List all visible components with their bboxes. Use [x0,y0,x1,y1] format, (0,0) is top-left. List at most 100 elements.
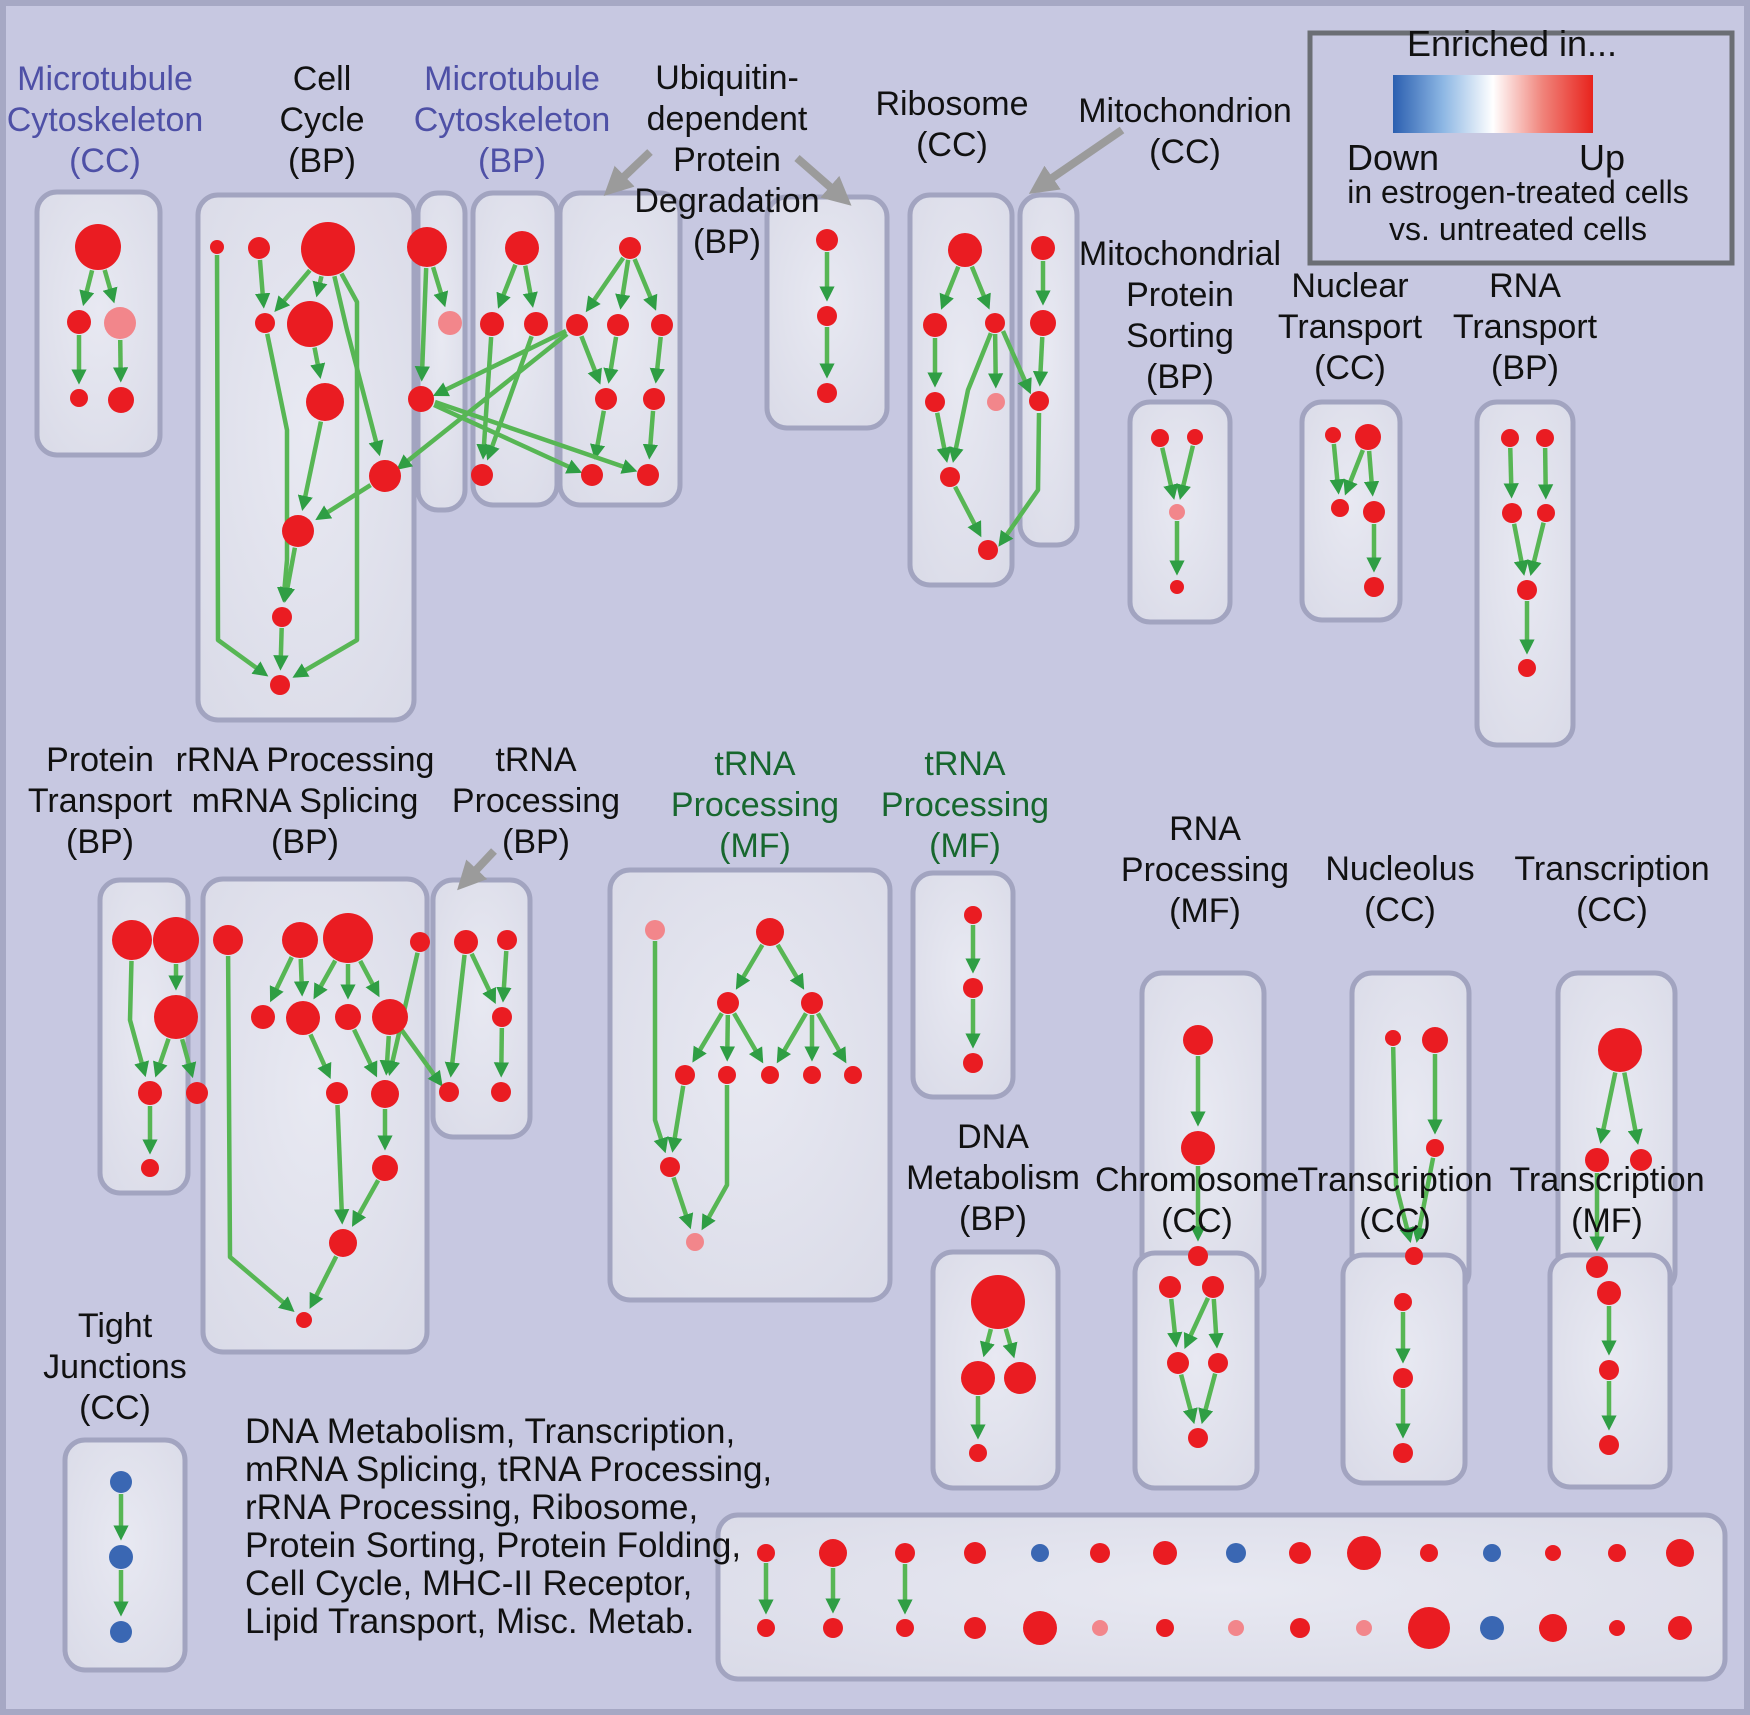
annotation-line: rRNA Processing, Ribosome, [245,1488,698,1527]
edge-cell-cycle [273,627,289,671]
go-term-node-ribosome-3 [925,392,945,412]
cluster-label-transcription-mf: Transcription (MF) [1509,1161,1704,1240]
go-term-node-protein-transport-4 [186,1082,208,1104]
go-term-node-misc-bottom-8 [1290,1618,1310,1638]
go-term-node-rrna-mrna-9 [371,1080,399,1108]
go-term-node-trna-processing-bp-3 [439,1082,459,1102]
legend-title: Enriched in... [1407,23,1617,64]
go-term-node-ubiquitin-degradation-6 [581,464,603,486]
go-term-node-misc-bottom-14 [1668,1616,1692,1640]
edge-transcription-cc-upper [1596,1072,1618,1144]
cluster-label-transcription-cc-lower: Transcription (CC) [1297,1161,1492,1240]
edge-ribosome [969,265,991,310]
edge-trna-processing-mf-1 [735,943,765,990]
cluster-label-microtubule-bp: Microtubule Cytoskeleton (BP) [414,60,611,180]
cluster-label-line: Processing [671,786,839,824]
edge-mito-protein-sorting [1176,445,1196,500]
cluster-box-dna-metabolism [930,1249,1061,1491]
go-term-node-trna-processing-mf-1-10 [686,1233,704,1251]
cluster-label-tight-junctions: Tight Junctions (CC) [43,1307,187,1427]
edge-rna-transport [1526,522,1546,577]
go-term-node-chromosome-2 [1167,1352,1189,1374]
edge-microtubule-cc [102,269,118,304]
cluster-label-line: mRNA Splicing [192,782,419,820]
cluster-box-nucleolus [1349,970,1472,1295]
cluster-label-line: (BP) [478,142,546,180]
legend-up-label: Up [1579,137,1625,178]
edge-ubiquitin-degradation [603,336,619,384]
go-term-node-ribosome-0 [948,233,982,267]
go-term-node-nuclear-transport-1 [1355,424,1381,450]
edge-trna-processing-mf-1 [667,1085,686,1153]
go-term-node-transcription-cc-lower-0 [1394,1293,1412,1311]
cluster-label-line: DNA [957,1118,1029,1156]
cluster-label-line: Cytoskeleton [7,101,204,139]
go-term-node-transcription-cc-lower-2 [1393,1443,1413,1463]
edge-nucleolus [1390,1046,1415,1244]
label-pointer-arrow-2 [1028,126,1125,194]
edge-trna-processing-bp [444,954,467,1078]
edge-trna-processing-mf-1 [732,1012,764,1064]
go-term-node-trna-processing-mf-1-6 [761,1066,779,1084]
cluster-box-ribosome [907,192,1015,588]
go-term-node-ubiquitin-degradation-7 [637,464,659,486]
cluster-label-line: Junctions [43,1348,187,1386]
go-term-node-microtubule-bp-2 [524,312,548,336]
annotation-line: DNA Metabolism, Transcription, [245,1412,735,1451]
go-term-node-ribosome-1 [923,313,947,337]
cluster-label-chromosome: Chromosome (CC) [1095,1161,1299,1240]
cluster-label-line: Processing [1121,851,1289,889]
edge-chromosome [1183,1296,1211,1350]
cluster-box-microtubule-cc [34,189,163,458]
edge-cell-cycle [265,333,293,603]
edge-rrna-mrna [358,959,380,998]
cluster-label-line: Sorting [1126,317,1234,355]
go-term-node-misc-bottom-9 [1356,1620,1372,1636]
go-term-node-microtubule-cc-4 [108,387,134,413]
annotation-line: Protein Sorting, Protein Folding, [245,1526,741,1565]
go-term-node-rna-transport-2 [1502,503,1522,523]
go-term-node-ubiquitin-degradation-0 [619,237,641,259]
go-term-node-trna-processing-mf-2-1 [963,978,983,998]
cluster-label-line: Transport [1278,308,1423,346]
go-term-node-cell-cycle-5 [306,383,344,421]
go-term-node-trna-processing-mf-1-5 [718,1066,736,1084]
go-term-node-ribosome-6 [978,540,998,560]
go-term-node-ubiquitin-degradation-2 [607,314,629,336]
edge-mitochondrion [1032,336,1049,387]
cross-edge-6 [396,1023,443,1087]
cross-edge-4 [1000,330,1032,395]
edge-chromosome [1198,1373,1218,1425]
cluster-label-rrna-mrna: rRNA Processing mRNA Splicing (BP) [176,741,435,861]
label-pointer-arrow-0 [603,149,653,196]
go-term-node-tight-junctions-1 [109,1545,133,1569]
cluster-label-ubiquitin-degradation: Ubiquitin-dependent Protein Degradation (BP… [634,59,819,261]
go-term-node-mitochondrion-0 [1031,236,1055,260]
annotation-line: mRNA Splicing, tRNA Processing, [245,1450,772,1489]
labels-layer: Microtubule Cytoskeleton (CC)Cell Cycle (BP)… [7,59,1710,1427]
go-term-node-trna-processing-mf-1-8 [844,1066,862,1084]
cluster-label-cell-cycle: Cell Cycle (BP) [279,60,364,180]
cluster-box-microtubule-bp [470,190,560,508]
cluster-label-line: (MF) [1571,1202,1643,1240]
cluster-label-line: Cytoskeleton [414,101,611,139]
edge-rrna-mrna [351,1179,381,1227]
go-term-node-cell-cycle-8 [272,607,292,627]
edge-ubiquitin-degradation [590,410,607,460]
go-term-node-microtubule-cc-2 [104,307,136,339]
go-term-node-ubiquitin-annex-2 [817,383,837,403]
go-term-node-transcription-cc-upper-1 [1585,1148,1609,1172]
go-term-node-chromosome-0 [1159,1276,1181,1298]
go-term-node-transcription-mf-0 [1597,1281,1621,1305]
go-term-node-misc-top-11 [1483,1544,1501,1562]
go-term-node-ubiquitin-annex-0 [816,229,838,251]
legend-gradient-bar [1393,75,1593,133]
edge-cell-cycle [255,259,271,309]
cluster-label-rna-processing-mf: RNA Processing (MF) [1121,810,1289,930]
go-term-node-cell-cycle-0 [210,240,224,254]
cluster-box-rrna-mrna [200,876,430,1355]
cluster-label-line: Degradation [634,182,819,220]
go-term-node-ubiquitin-degradation-4 [595,388,617,410]
go-term-node-rna-transport-3 [1537,504,1555,522]
